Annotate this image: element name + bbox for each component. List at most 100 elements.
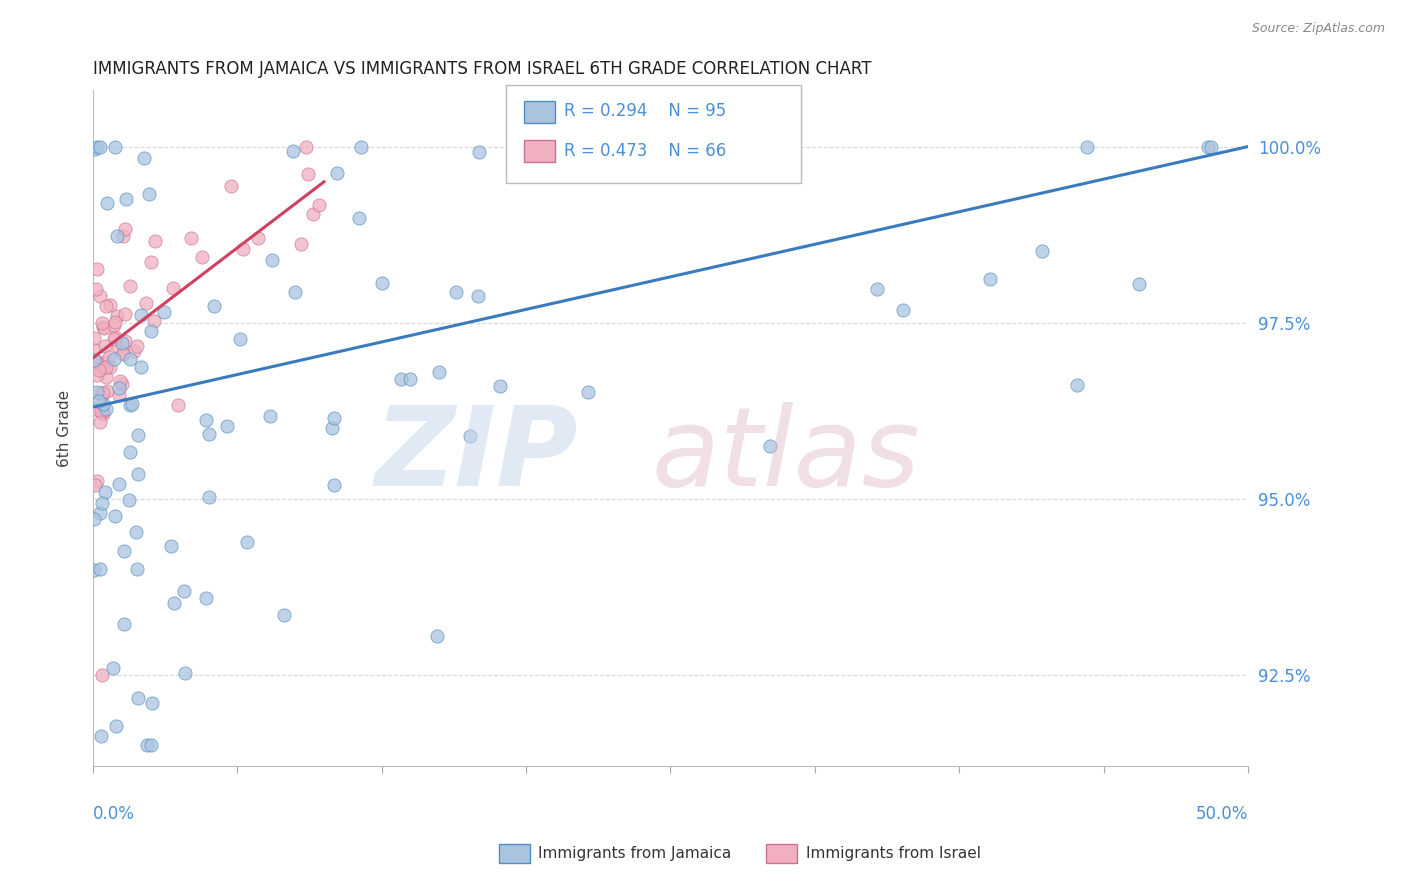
- Point: [89, 562, 111, 576]
- Point: [93, 397, 115, 411]
- Point: [94, 355, 117, 369]
- Point: [139, 738, 162, 752]
- Point: [979, 272, 1001, 286]
- Point: [141, 696, 163, 710]
- Point: [91, 386, 114, 401]
- Point: [295, 139, 318, 153]
- Point: [174, 665, 197, 680]
- Point: [98, 298, 121, 312]
- Point: [94, 339, 117, 353]
- Point: [260, 253, 283, 268]
- Point: [86, 474, 108, 488]
- Point: [138, 187, 160, 202]
- Point: [118, 492, 141, 507]
- Point: [105, 309, 128, 323]
- Point: [349, 211, 371, 225]
- Point: [121, 397, 143, 411]
- Point: [90, 388, 112, 402]
- Point: [129, 308, 152, 322]
- Point: [173, 584, 195, 599]
- Point: [167, 397, 190, 411]
- Point: [114, 307, 136, 321]
- Point: [143, 234, 166, 248]
- Point: [83, 402, 105, 417]
- Point: [281, 144, 304, 158]
- Point: [83, 342, 105, 356]
- Point: [219, 179, 242, 194]
- Point: [89, 363, 111, 377]
- Point: [98, 359, 121, 374]
- Point: [114, 221, 136, 235]
- Point: [685, 139, 707, 153]
- Point: [194, 413, 217, 427]
- Point: [94, 369, 117, 384]
- Point: [321, 421, 343, 435]
- Point: [769, 139, 792, 153]
- Point: [91, 320, 114, 334]
- Point: [89, 506, 111, 520]
- Point: [1066, 377, 1088, 392]
- Point: [86, 139, 108, 153]
- Point: [93, 320, 115, 334]
- Point: [94, 485, 117, 500]
- Point: [458, 428, 481, 442]
- Point: [108, 477, 131, 491]
- Point: [84, 354, 107, 368]
- Point: [160, 539, 183, 553]
- Point: [297, 167, 319, 181]
- Y-axis label: 6th Grade: 6th Grade: [58, 390, 72, 467]
- Point: [127, 428, 149, 442]
- Point: [217, 418, 239, 433]
- Point: [1199, 139, 1222, 153]
- Point: [194, 591, 217, 605]
- Point: [114, 192, 136, 206]
- Point: [125, 339, 148, 353]
- Point: [302, 207, 325, 221]
- Point: [111, 376, 134, 391]
- Point: [246, 231, 269, 245]
- Point: [273, 608, 295, 623]
- Point: [108, 388, 131, 402]
- Point: [759, 439, 782, 453]
- Point: [103, 351, 125, 366]
- Point: [139, 324, 162, 338]
- Point: [891, 303, 914, 318]
- Point: [153, 305, 176, 319]
- Point: [104, 509, 127, 524]
- Point: [83, 478, 105, 492]
- Point: [83, 563, 105, 577]
- Text: 50.0%: 50.0%: [1195, 805, 1249, 822]
- Text: atlas: atlas: [651, 401, 921, 508]
- Text: R = 0.294    N = 95: R = 0.294 N = 95: [564, 103, 725, 120]
- Point: [162, 280, 184, 294]
- Point: [91, 316, 114, 330]
- Point: [197, 490, 219, 504]
- Point: [90, 496, 112, 510]
- Point: [84, 282, 107, 296]
- Point: [1197, 139, 1219, 153]
- Point: [866, 282, 889, 296]
- Point: [83, 352, 105, 367]
- Point: [105, 228, 128, 243]
- Point: [91, 407, 114, 421]
- Text: IMMIGRANTS FROM JAMAICA VS IMMIGRANTS FROM ISRAEL 6TH GRADE CORRELATION CHART: IMMIGRANTS FROM JAMAICA VS IMMIGRANTS FR…: [93, 60, 872, 78]
- Point: [90, 405, 112, 419]
- Point: [94, 359, 117, 374]
- Point: [125, 562, 148, 576]
- Point: [665, 139, 688, 153]
- Point: [89, 394, 111, 409]
- Point: [284, 285, 307, 299]
- Point: [89, 139, 111, 153]
- Point: [398, 372, 420, 386]
- Point: [728, 139, 751, 153]
- Point: [96, 401, 118, 416]
- Point: [87, 359, 110, 374]
- Point: [259, 409, 281, 424]
- Point: [114, 617, 136, 632]
- Point: [103, 333, 125, 347]
- Point: [426, 629, 449, 643]
- Point: [135, 296, 157, 310]
- Point: [467, 288, 489, 302]
- Point: [103, 318, 125, 332]
- Point: [91, 405, 114, 419]
